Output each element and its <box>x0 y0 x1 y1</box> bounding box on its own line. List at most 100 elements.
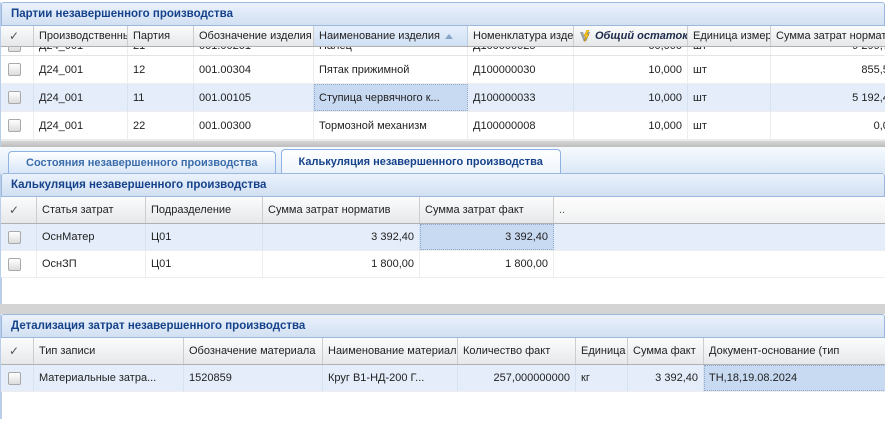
cell-total-remainder[interactable]: 60,000 <box>574 47 688 55</box>
row-checkbox[interactable] <box>8 47 21 52</box>
cell-unit[interactable]: шт <box>688 56 771 83</box>
column-header-amount-actual[interactable]: Сумма факт <box>628 338 704 364</box>
column-header-product-name-sorted[interactable]: Наименование изделия <box>314 26 468 46</box>
horizontal-scrollbar[interactable] <box>1 140 885 147</box>
cell-unit[interactable]: шт <box>688 84 771 111</box>
column-header-filler: .. <box>554 197 885 223</box>
column-header-nomenclature[interactable]: Номенклатура изделия <box>468 26 574 46</box>
column-header-cost-normative[interactable]: Сумма затрат норматив <box>263 197 420 223</box>
select-all-column-header[interactable]: ✓ <box>1 26 34 46</box>
cell-nomenclature[interactable]: Д100000030 <box>468 56 574 83</box>
column-header-cost-normative[interactable]: Сумма затрат норматив <box>771 26 885 46</box>
cell-material-name[interactable]: Круг В1-НД-200 Г... <box>323 365 458 391</box>
cell-nomenclature[interactable]: Д100000008 <box>468 112 574 139</box>
table-row: Д24_001 21 001.00201 Палец Д100000025 60… <box>1 47 885 55</box>
row-checkbox[interactable] <box>8 230 21 244</box>
column-header-batch[interactable]: Партия <box>128 26 194 46</box>
row-checkbox-cell[interactable] <box>1 84 34 111</box>
row-checkbox-cell[interactable] <box>1 224 37 250</box>
cell-product-name[interactable]: Палец <box>314 47 468 55</box>
cell-record-type[interactable]: Материальные затра... <box>34 365 184 391</box>
column-header-unit[interactable]: Единица <box>576 338 628 364</box>
row-checkbox-cell[interactable] <box>1 47 34 55</box>
cell-cost-normative[interactable]: 0,00 <box>771 112 885 139</box>
table-row-selected: ОснМатер Ц01 3 392,40 3 392,40 <box>1 224 885 251</box>
row-checkbox-cell[interactable] <box>1 56 34 83</box>
column-header-production-order[interactable]: Производственный <box>34 26 128 46</box>
column-header-product-code[interactable]: Обозначение изделия <box>194 26 314 46</box>
cell-production-order[interactable]: Д24_001 <box>34 84 128 111</box>
cell-cost-item[interactable]: ОснМатер <box>37 224 146 250</box>
row-checkbox[interactable] <box>8 63 21 76</box>
table-row-selected: Д24_001 11 001.00105 Ступица червячного … <box>1 84 885 112</box>
column-header-quantity-actual[interactable]: Количество факт <box>458 338 576 364</box>
cell-amount-actual[interactable]: 3 392,40 <box>628 365 704 391</box>
cell-cost-normative[interactable]: 855,50 <box>771 56 885 83</box>
batches-panel-header: Партии незавершенного производства <box>1 2 885 26</box>
row-checkbox[interactable] <box>8 91 21 104</box>
cell-product-code[interactable]: 001.00304 <box>194 56 314 83</box>
cell-production-order[interactable]: Д24_001 <box>34 112 128 139</box>
row-checkbox[interactable] <box>8 119 21 132</box>
cell-material-code[interactable]: 1520859 <box>184 365 323 391</box>
column-header-material-code[interactable]: Обозначение материала <box>184 338 323 364</box>
cell-total-remainder[interactable]: 10,000 <box>574 112 688 139</box>
sort-asc-icon <box>444 33 453 39</box>
cell-unit[interactable]: шт <box>688 47 771 55</box>
calculation-panel-header: Калькуляция незавершенного производства <box>1 173 885 197</box>
grid-empty-area <box>1 392 885 419</box>
cell-production-order[interactable]: Д24_001 <box>34 47 128 55</box>
column-header-total-remainder[interactable]: Общий остаток <box>574 26 688 46</box>
details-panel-title: Детализация затрат незавершенного произв… <box>11 320 306 332</box>
cell-batch[interactable]: 12 <box>128 56 194 83</box>
row-checkbox-cell[interactable] <box>1 365 34 391</box>
column-header-cost-actual[interactable]: Сумма затрат факт <box>420 197 554 223</box>
cell-total-remainder[interactable]: 10,000 <box>574 56 688 83</box>
cell-cost-normative[interactable]: 3 392,40 <box>263 224 420 250</box>
cell-batch[interactable]: 22 <box>128 112 194 139</box>
cell-total-remainder[interactable]: 10,000 <box>574 84 688 111</box>
cell-cost-item[interactable]: ОснЗП <box>37 251 146 277</box>
cell-cost-actual-focused[interactable]: 3 392,40 <box>420 224 554 250</box>
column-header-cost-item[interactable]: Статья затрат <box>37 197 146 223</box>
column-header-total-remainder-label: Общий остаток <box>595 30 688 42</box>
cell-base-document-focused[interactable]: ТН,18,19.08.2024 <box>704 365 885 391</box>
cell-quantity-actual[interactable]: 257,000000000 <box>458 365 576 391</box>
cell-nomenclature[interactable]: Д100000033 <box>468 84 574 111</box>
select-all-column-header[interactable]: ✓ <box>1 338 34 364</box>
cell-product-name-focused[interactable]: Ступица червячного к... <box>314 84 468 111</box>
panel-separator <box>0 304 885 314</box>
tab-wip-calculation[interactable]: Калькуляция незавершенного производства <box>280 149 561 173</box>
row-checkbox[interactable] <box>8 257 21 271</box>
grid-empty-area <box>1 278 885 304</box>
row-checkbox-cell[interactable] <box>1 251 37 277</box>
cell-product-name[interactable]: Тормозной механизм <box>314 112 468 139</box>
cell-batch[interactable]: 11 <box>128 84 194 111</box>
cell-department[interactable]: Ц01 <box>146 251 263 277</box>
cell-cost-normative[interactable]: 9 299,70 <box>771 47 885 55</box>
row-checkbox-cell[interactable] <box>1 112 34 139</box>
cell-unit[interactable]: шт <box>688 112 771 139</box>
cell-department[interactable]: Ц01 <box>146 224 263 250</box>
cell-product-name[interactable]: Пятак прижимной <box>314 56 468 83</box>
select-all-column-header[interactable]: ✓ <box>1 197 37 223</box>
cell-nomenclature[interactable]: Д100000025 <box>468 47 574 55</box>
column-header-material-name[interactable]: Наименование материала <box>323 338 458 364</box>
cell-product-code[interactable]: 001.00201 <box>194 47 314 55</box>
cell-cost-actual[interactable]: 1 800,00 <box>420 251 554 277</box>
cell-production-order[interactable]: Д24_001 <box>34 56 128 83</box>
cell-batch[interactable]: 21 <box>128 47 194 55</box>
tab-wip-states[interactable]: Состояния незавершенного производства <box>8 151 276 173</box>
column-header-base-document[interactable]: Документ-основание (тип <box>704 338 885 364</box>
column-header-record-type[interactable]: Тип записи <box>34 338 184 364</box>
column-header-unit[interactable]: Единица измерения <box>688 26 771 46</box>
cell-product-code[interactable]: 001.00300 <box>194 112 314 139</box>
check-column-icon: ✓ <box>9 29 20 43</box>
cell-cost-normative[interactable]: 1 800,00 <box>263 251 420 277</box>
row-checkbox[interactable] <box>8 371 21 385</box>
column-header-department[interactable]: Подразделение <box>146 197 263 223</box>
cell-product-code[interactable]: 001.00105 <box>194 84 314 111</box>
cell-unit[interactable]: кг <box>576 365 628 391</box>
cell-cost-normative[interactable]: 5 192,40 <box>771 84 885 111</box>
